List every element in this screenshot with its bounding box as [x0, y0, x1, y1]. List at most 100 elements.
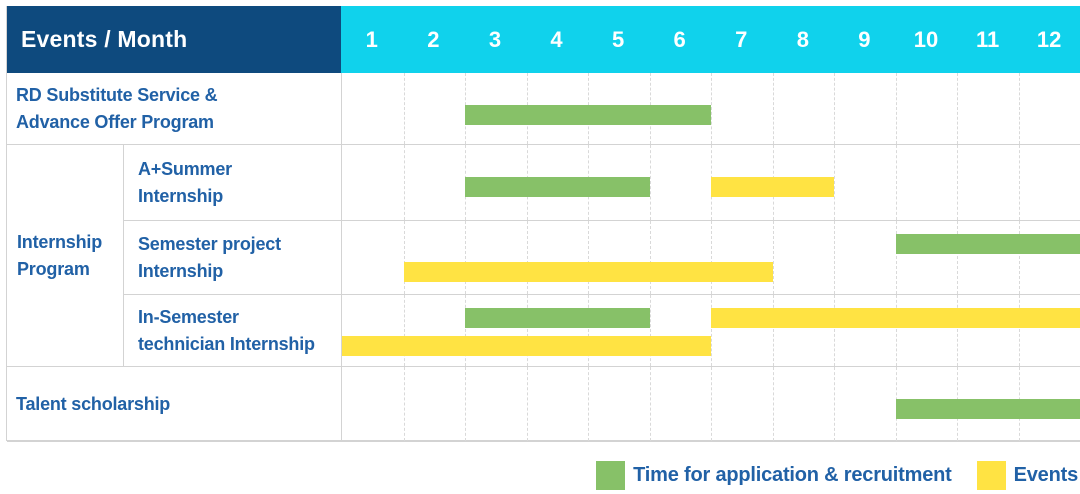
row-label-talent-scholarship: Talent scholarship — [7, 367, 341, 441]
gantt-bar-green — [465, 308, 650, 328]
month-gridline — [1018, 221, 1020, 294]
month-header-11: 11 — [975, 26, 1000, 52]
month-gridline — [772, 221, 774, 294]
row-label-in-semester-technician-internship: In-Semester technician Internship — [124, 295, 341, 366]
legend: Time for application & recruitment Events — [6, 459, 1078, 491]
legend-swatch-green — [596, 460, 626, 490]
group-label: Internship Program — [7, 229, 102, 283]
month-gridline — [588, 295, 589, 366]
group-label-cell: Internship Program — [7, 145, 124, 366]
row-semester-project-internship: Semester project Internship — [124, 220, 1080, 294]
legend-label-green: Time for application & recruitment — [633, 463, 952, 486]
month-header-6: 6 — [673, 26, 686, 52]
month-gridline — [649, 145, 651, 220]
month-gridline — [526, 295, 528, 366]
month-gridline — [403, 73, 405, 144]
month-header-12: 12 — [1036, 26, 1062, 52]
legend-item-green: Time for application & recruitment — [596, 460, 952, 490]
legend-label-yellow: Events — [1013, 463, 1079, 486]
row-in-semester-technician-internship: In-Semester technician Internship — [124, 294, 1080, 366]
month-gridline — [834, 367, 835, 441]
row-label-line: A+Summer — [138, 158, 232, 179]
month-gridline — [588, 367, 589, 441]
month-gridline — [465, 221, 466, 294]
month-header-strip: 1 2 3 4 5 6 7 8 9 10 11 12 — [341, 6, 1080, 73]
month-gridline — [1018, 145, 1020, 220]
month-gridline — [834, 221, 835, 294]
row-label-line: Talent scholarship — [16, 393, 171, 414]
row-label-line: Semester project — [138, 233, 281, 254]
month-header-5: 5 — [611, 26, 625, 52]
month-gridline — [588, 221, 589, 294]
month-gridline — [895, 221, 897, 294]
gantt-chart-cell — [341, 295, 1080, 366]
month-gridline — [465, 295, 466, 366]
month-header-8: 8 — [796, 26, 809, 52]
table-body: RD Substitute Service & Advance Offer Pro… — [7, 73, 1080, 442]
gantt-chart-cell — [341, 145, 1080, 220]
gantt-chart-cell — [341, 73, 1080, 144]
row-label-semester-project-internship: Semester project Internship — [124, 221, 341, 294]
month-gridline — [711, 295, 712, 366]
month-gridline — [403, 145, 405, 220]
month-gridline — [957, 295, 958, 366]
month-gridline — [1018, 295, 1020, 366]
month-gridline — [772, 295, 774, 366]
group-subrows: A+Summer Internship Semester project Intern… — [124, 145, 1080, 366]
month-gridline — [957, 221, 958, 294]
gantt-bar-green — [895, 399, 1080, 419]
row-label-line: Internship — [17, 231, 103, 252]
month-header-7: 7 — [735, 26, 748, 52]
month-header-10: 10 — [913, 26, 939, 52]
gantt-bar-green — [895, 234, 1080, 254]
month-gridline — [649, 221, 651, 294]
month-gridline — [403, 221, 405, 294]
month-gridline — [1018, 73, 1020, 144]
row-rd-substitute-service: RD Substitute Service & Advance Offer Pro… — [7, 73, 1080, 145]
month-gridline — [711, 73, 712, 144]
legend-item-yellow: Events — [976, 460, 1079, 490]
row-label-line: Internship — [138, 185, 224, 206]
month-gridline — [834, 145, 835, 220]
gantt-bar-yellow — [403, 262, 773, 282]
month-gridline — [403, 295, 405, 366]
gantt-bar-green — [465, 105, 711, 125]
gantt-chart-cell — [341, 367, 1080, 441]
group-internship-program: Internship Program A+Summer Internship Semes… — [7, 145, 1080, 367]
row-a-plus-summer-internship: A+Summer Internship — [124, 145, 1080, 220]
legend-swatch-yellow — [976, 460, 1006, 490]
month-gridline — [957, 145, 958, 220]
row-label-a-plus-summer-internship: A+Summer Internship — [124, 145, 341, 220]
month-gridline — [772, 367, 774, 441]
gantt-bar-green — [465, 177, 650, 197]
row-label-line: RD Substitute Service & — [16, 84, 218, 105]
month-gridline — [711, 367, 712, 441]
row-label-line: In-Semester — [138, 306, 239, 327]
month-gridline — [834, 73, 835, 144]
row-label-line: technician Internship — [138, 333, 315, 354]
month-header-4: 4 — [550, 26, 563, 52]
table-header-row: Events / Month 1 2 3 4 5 6 7 8 9 10 11 12 — [7, 6, 1080, 73]
gantt-chart-cell — [341, 221, 1080, 294]
month-gridline — [834, 295, 835, 366]
gantt-bar-yellow — [342, 336, 711, 356]
month-header-1: 1 — [365, 26, 378, 52]
gantt-bar-yellow — [711, 177, 834, 197]
row-label-line: Program — [17, 258, 90, 279]
month-gridline — [895, 73, 897, 144]
month-gridline — [465, 367, 466, 441]
month-header-2: 2 — [427, 26, 440, 52]
month-gridline — [895, 295, 897, 366]
month-gridline — [772, 73, 774, 144]
row-label-line: Internship — [138, 260, 224, 281]
month-gridline — [526, 221, 528, 294]
month-gridline — [711, 221, 712, 294]
month-gridline — [895, 145, 897, 220]
month-gridline — [649, 367, 651, 441]
month-gridline — [649, 295, 651, 366]
month-header-9: 9 — [858, 26, 871, 52]
row-label-rd-substitute-service: RD Substitute Service & Advance Offer Pro… — [7, 73, 341, 144]
gantt-table: Events / Month 1 2 3 4 5 6 7 8 9 10 11 12 RD Substi… — [6, 6, 1080, 442]
row-talent-scholarship: Talent scholarship — [7, 367, 1080, 442]
